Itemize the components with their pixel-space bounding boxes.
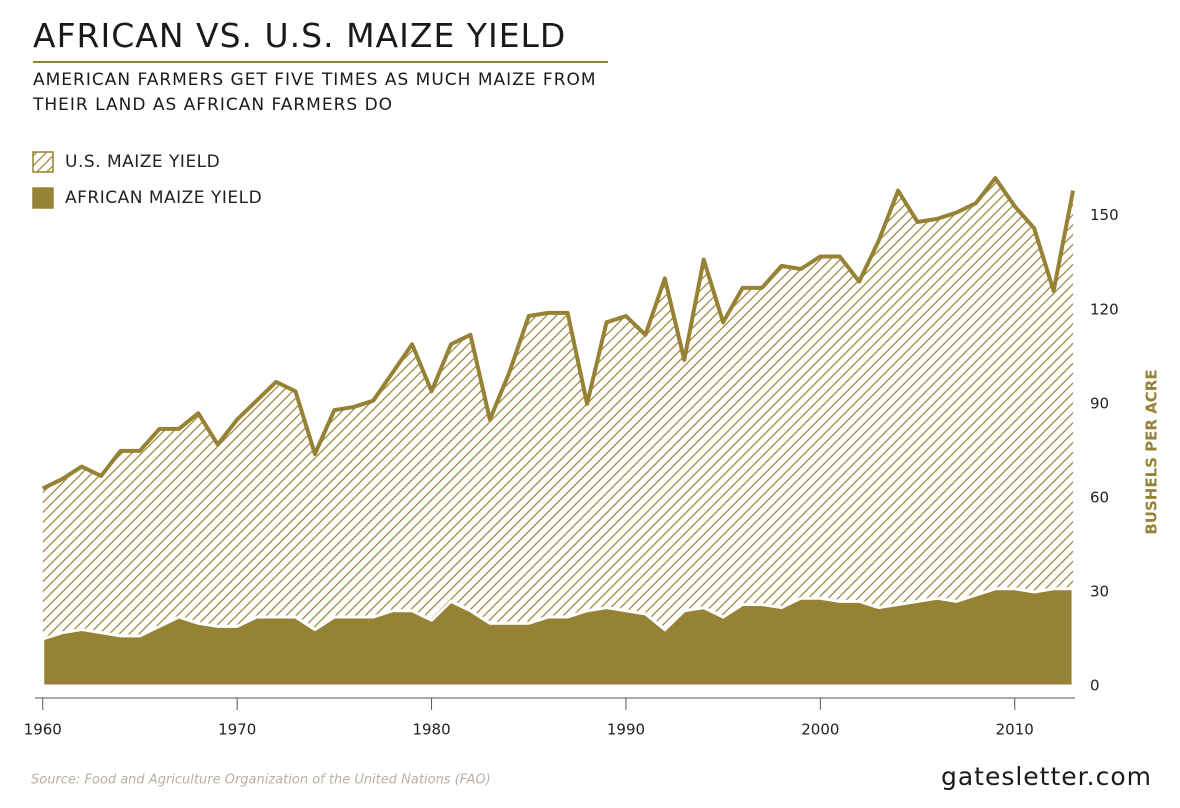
x-tick-label: 2000: [801, 721, 839, 739]
subtitle: AMERICAN FARMERS GET FIVE TIMES AS MUCH …: [33, 70, 597, 90]
y-tick-label: 120: [1090, 300, 1119, 318]
subtitle: THEIR LAND AS AFRICAN FARMERS DO: [33, 95, 394, 115]
x-tick-label: 1990: [607, 721, 645, 739]
brand: gatesletter.com: [941, 762, 1152, 791]
x-tick-label: 1970: [218, 721, 256, 739]
y-tick-label: 60: [1090, 488, 1109, 506]
source: Source: Food and Agriculture Organizatio…: [31, 773, 491, 788]
x-tick-label: 1960: [24, 721, 62, 739]
y-tick-label: 0: [1090, 677, 1100, 695]
y-tick-label: 90: [1090, 394, 1109, 412]
area: [41, 587, 1075, 688]
y-tick-label: 150: [1090, 206, 1119, 224]
y-axis-label: BUSHELS PER ACRE: [1143, 369, 1161, 534]
x-tick-label: 2010: [996, 721, 1034, 739]
area: [42, 178, 1074, 687]
x-tick-label: 1980: [412, 721, 450, 739]
legend-label: AFRICAN MAIZE YIELD: [65, 188, 262, 208]
legend-swatch: [32, 187, 54, 209]
line: [41, 176, 1076, 491]
legend-label: U.S. MAIZE YIELD: [65, 152, 220, 172]
chart-title: AFRICAN VS. U.S. MAIZE YIELD: [33, 16, 608, 63]
legend-swatch: [32, 151, 54, 173]
y-tick-label: 30: [1090, 582, 1109, 600]
